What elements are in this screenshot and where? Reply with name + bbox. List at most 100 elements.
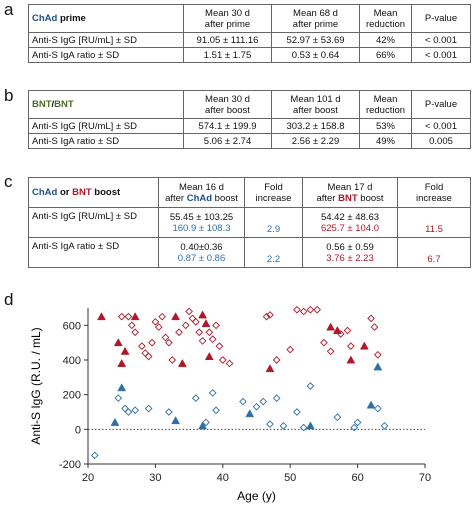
data-point-diamond-red — [215, 342, 224, 350]
table-row: Anti-S IgG [RU/mL] ± SD 91.05 ± 111.16 5… — [28, 32, 471, 48]
cell: 54.42 ± 48.63 625.7 ± 104.0 — [302, 207, 398, 238]
x-axis-label: Age (y) — [237, 489, 276, 503]
cell: < 0.001 — [411, 118, 471, 134]
cell: 5.06 ± 2.74 — [183, 133, 272, 149]
data-point-diamond-red — [299, 307, 308, 316]
table-b-col1: Mean 30 d after boost — [183, 90, 272, 119]
data-point-triangle-red — [359, 341, 369, 350]
data-point-diamond-red — [168, 356, 177, 364]
table-b-col2: Mean 101 d after boost — [271, 90, 360, 119]
data-point-diamond-red — [181, 321, 190, 330]
data-point-diamond-red — [124, 312, 133, 321]
x-tick-label: 30 — [149, 472, 161, 484]
data-point-diamond-red — [347, 342, 355, 350]
cell: 0.40±0.36 0.87 ± 0.86 — [158, 237, 245, 268]
data-point-diamond-red — [373, 350, 382, 359]
data-point-diamond-red — [286, 345, 295, 354]
data-point-triangle-red — [201, 319, 211, 328]
panel-label-a: a — [4, 0, 14, 19]
table-b-col4: P-value — [411, 90, 471, 119]
data-point-diamond-blue — [131, 406, 140, 415]
data-point-diamond-red — [272, 356, 281, 364]
data-point-diamond-red — [326, 347, 335, 356]
row-label: Anti-S IgA ratio ± SD — [28, 133, 184, 149]
table-a-group: ChAd prime — [28, 4, 184, 33]
data-point-diamond-blue — [333, 413, 342, 422]
cell: 91.05 ± 111.16 — [183, 32, 272, 48]
x-tick-label: 20 — [82, 472, 94, 484]
data-point-diamond-blue — [212, 406, 220, 415]
data-point-triangle-red — [113, 338, 123, 347]
y-tick-label: 200 — [63, 390, 81, 402]
cell: 11.5 — [397, 207, 471, 238]
data-point-diamond-red — [151, 318, 160, 326]
data-point-diamond-red — [192, 318, 200, 326]
table-a-col4: P-value — [411, 4, 471, 33]
data-point-diamond-blue — [124, 408, 133, 416]
y-axis-label: Anti-S IgG (R.U. / mL) — [29, 327, 43, 444]
x-tick-label: 50 — [284, 472, 296, 484]
data-point-diamond-red — [320, 338, 328, 347]
x-tick-label: 40 — [217, 472, 229, 484]
table-c-col1: Mean 16 d after ChAd boost — [158, 177, 245, 208]
data-point-diamond-red — [158, 312, 166, 321]
cell: 66% — [359, 47, 412, 63]
data-point-diamond-blue — [114, 394, 123, 402]
cell: < 0.001 — [411, 32, 471, 48]
data-point-diamond-red — [205, 328, 214, 337]
table-a-col2: Mean 68 d after prime — [271, 4, 360, 33]
table-c-col2: Fold increase — [244, 177, 303, 208]
data-point-diamond-red — [212, 321, 220, 330]
y-tick-label: -200 — [59, 459, 81, 471]
data-point-triangle-red — [265, 364, 275, 373]
table-a-col1: Mean 30 d after prime — [183, 4, 272, 33]
data-point-triangle-red — [120, 346, 130, 355]
data-point-diamond-red — [131, 328, 140, 337]
data-point-diamond-blue — [144, 404, 153, 413]
data-point-triangle-blue — [366, 400, 376, 409]
data-point-diamond-red — [198, 337, 207, 345]
data-point-diamond-blue — [208, 389, 217, 397]
panel-label-b: b — [4, 86, 14, 105]
x-tick-label: 70 — [419, 472, 431, 484]
table-c: ChAd or BNT boost Mean 16 d after ChAd bo… — [28, 177, 471, 268]
cell: 6.7 — [397, 237, 471, 268]
table-b-group: BNT/BNT — [28, 90, 184, 119]
data-point-diamond-blue — [192, 394, 200, 402]
table-a: ChAd prime Mean 30 d after prime Mean 68 … — [28, 4, 471, 63]
data-point-diamond-blue — [165, 408, 173, 416]
data-point-triangle-red — [326, 322, 336, 331]
cell: 2.9 — [244, 207, 303, 238]
table-c-col4: Fold increase — [397, 177, 471, 208]
data-point-diamond-red — [306, 305, 315, 314]
cell: 42% — [359, 32, 412, 48]
data-point-diamond-red — [175, 328, 183, 337]
data-point-diamond-red — [313, 305, 321, 314]
data-point-diamond-red — [117, 312, 126, 321]
data-point-diamond-red — [343, 326, 352, 335]
data-point-diamond-red — [225, 359, 234, 368]
cell: 0.56 ± 0.59 3.76 ± 2.23 — [302, 237, 398, 268]
cell: 1.51 ± 1.75 — [183, 47, 272, 63]
table-c-group: ChAd or BNT boost — [28, 177, 159, 208]
scatter-chart: -200 0 200 400 600 20 30 40 50 60 70 Age (y) Anti-… — [29, 305, 431, 503]
data-point-diamond-red — [370, 323, 379, 331]
data-point-diamond-red — [218, 356, 227, 364]
data-point-triangle-blue — [305, 421, 315, 430]
data-point-diamond-blue — [380, 422, 389, 430]
data-point-diamond-blue — [350, 423, 359, 432]
table-row: Anti-S IgA ratio ± SD 1.51 ± 1.75 0.53 ±… — [28, 47, 471, 63]
data-point-diamond-blue — [252, 402, 261, 411]
chart-axes: -200 0 200 400 600 20 30 40 50 60 70 — [59, 308, 431, 484]
cell: 574.1 ± 199.9 — [183, 118, 272, 134]
data-point-triangle-red — [204, 352, 214, 360]
data-point-diamond-red — [148, 338, 156, 347]
data-point-diamond-red — [144, 352, 153, 361]
data-point-diamond-red — [208, 335, 217, 344]
table-row: Anti-S IgG [RU/mL] ± SD 574.1 ± 199.9 30… — [28, 118, 471, 134]
table-row: Anti-S IgG [RU/mL] ± SD 55.45 ± 103.25 16… — [28, 207, 471, 238]
data-point-diamond-blue — [239, 397, 247, 406]
cell: 52.97 ± 53.69 — [271, 32, 360, 48]
